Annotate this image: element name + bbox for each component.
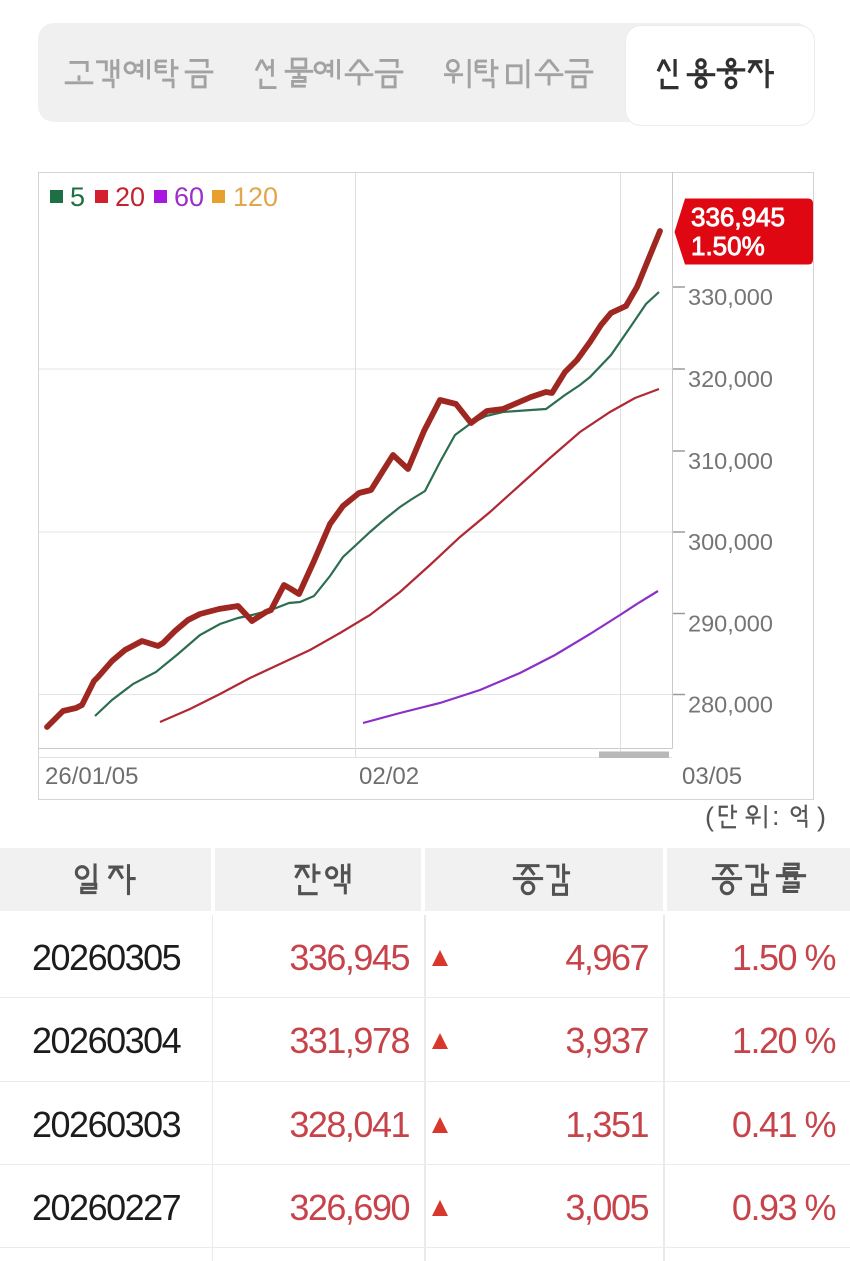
svg-text:20: 20 — [115, 182, 145, 212]
svg-text:60: 60 — [174, 182, 204, 212]
svg-text:300,000: 300,000 — [688, 529, 773, 555]
svg-text:320,000: 320,000 — [688, 366, 773, 392]
svg-text:(: ( — [705, 802, 714, 832]
svg-text:310,000: 310,000 — [688, 448, 773, 474]
svg-text:120: 120 — [233, 182, 278, 212]
svg-text:330,000: 330,000 — [688, 284, 773, 310]
svg-text:02/02: 02/02 — [359, 763, 419, 790]
svg-text:290,000: 290,000 — [688, 611, 773, 637]
svg-text::: : — [772, 801, 780, 831]
svg-text:03/05: 03/05 — [682, 763, 742, 790]
svg-text:): ) — [817, 802, 826, 832]
svg-text:26/01/05: 26/01/05 — [45, 763, 138, 790]
svg-text:5: 5 — [70, 182, 85, 212]
svg-text:336,945: 336,945 — [691, 202, 785, 232]
svg-text:280,000: 280,000 — [688, 692, 773, 718]
svg-text:1.50%: 1.50% — [691, 231, 765, 261]
